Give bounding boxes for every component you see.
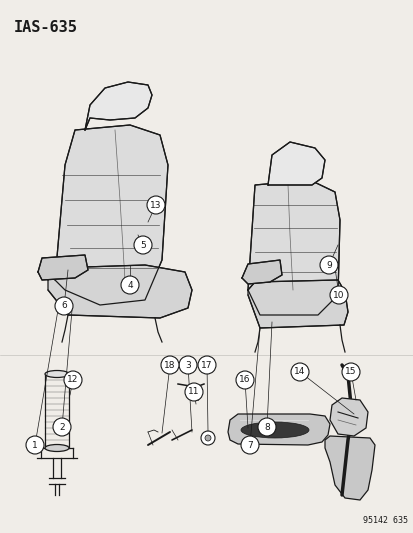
Circle shape [134, 236, 152, 254]
Text: 10: 10 [332, 290, 344, 300]
Text: 13: 13 [150, 200, 161, 209]
Circle shape [240, 436, 259, 454]
Text: 18: 18 [164, 360, 176, 369]
Text: 2: 2 [59, 423, 65, 432]
Text: 7: 7 [247, 440, 252, 449]
Polygon shape [55, 125, 168, 305]
Text: 4: 4 [127, 280, 133, 289]
Polygon shape [329, 398, 367, 436]
Polygon shape [85, 82, 152, 130]
Circle shape [53, 418, 71, 436]
Ellipse shape [45, 445, 69, 451]
Text: IAS-635: IAS-635 [14, 20, 78, 35]
Circle shape [185, 383, 202, 401]
Polygon shape [267, 142, 324, 185]
Circle shape [26, 436, 44, 454]
Polygon shape [247, 180, 339, 315]
Ellipse shape [240, 422, 308, 438]
Text: 11: 11 [188, 387, 199, 397]
Text: 14: 14 [294, 367, 305, 376]
Circle shape [235, 371, 254, 389]
Text: 12: 12 [67, 376, 78, 384]
Circle shape [201, 431, 214, 445]
Text: 8: 8 [263, 423, 269, 432]
Text: 15: 15 [344, 367, 356, 376]
Circle shape [178, 356, 197, 374]
Polygon shape [48, 265, 192, 318]
Circle shape [290, 363, 308, 381]
Circle shape [121, 276, 139, 294]
Text: 17: 17 [201, 360, 212, 369]
Circle shape [197, 356, 216, 374]
Circle shape [204, 435, 211, 441]
Polygon shape [38, 255, 88, 280]
Text: 3: 3 [185, 360, 190, 369]
Circle shape [161, 356, 178, 374]
Text: 95142 635: 95142 635 [362, 516, 407, 525]
Circle shape [147, 196, 165, 214]
Circle shape [257, 418, 275, 436]
Ellipse shape [45, 370, 69, 377]
Polygon shape [228, 414, 329, 445]
Polygon shape [324, 436, 374, 500]
Circle shape [341, 363, 359, 381]
Text: 1: 1 [32, 440, 38, 449]
Polygon shape [247, 280, 347, 328]
Circle shape [55, 297, 73, 315]
Text: 6: 6 [61, 302, 67, 311]
Circle shape [329, 286, 347, 304]
Circle shape [319, 256, 337, 274]
Text: 16: 16 [239, 376, 250, 384]
Polygon shape [242, 260, 281, 284]
Text: 5: 5 [140, 240, 145, 249]
Text: 9: 9 [325, 261, 331, 270]
Circle shape [64, 371, 82, 389]
